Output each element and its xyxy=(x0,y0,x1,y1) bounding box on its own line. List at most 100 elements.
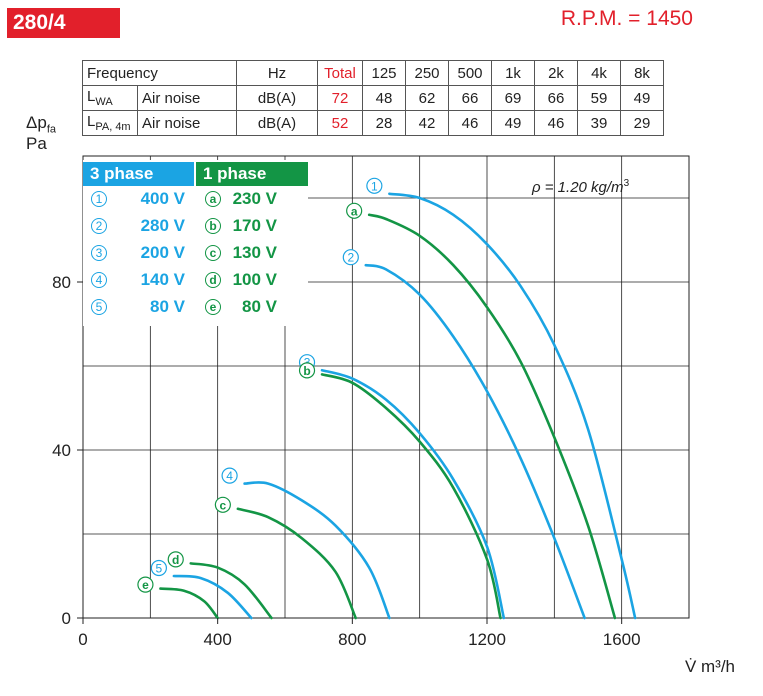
hdr-250: 250 xyxy=(405,60,449,86)
x-axis-label: V̇ m³/h xyxy=(685,657,735,676)
legend-1phase-label: 100 V xyxy=(232,270,277,289)
x-tick-label: 1200 xyxy=(468,630,506,649)
hdr-frequency: Frequency xyxy=(82,60,237,86)
curve-mark-4: 4 xyxy=(221,467,238,484)
legend-3phase-mark: 5 xyxy=(91,299,107,315)
legend-1phase-label: 170 V xyxy=(232,216,277,235)
mark-circle xyxy=(137,576,154,593)
curve-a xyxy=(367,213,617,620)
curve-mark-c: c xyxy=(214,496,231,513)
legend-box xyxy=(83,160,308,326)
mark-circle xyxy=(221,467,238,484)
hdr-total: Total xyxy=(317,60,363,86)
hdr-125: 125 xyxy=(362,60,406,86)
mark-circle xyxy=(346,202,363,219)
legend-1phase-mark: e xyxy=(205,299,221,315)
mark-circle xyxy=(214,496,231,513)
legend-3phase-label: 200 V xyxy=(140,243,185,262)
legend-1phase-label: 230 V xyxy=(232,189,277,208)
rpm-label: R.P.M. = 1450 xyxy=(560,7,693,30)
curve-marks: 1a23b4cd5e xyxy=(137,177,383,593)
lpa-2k: 46 xyxy=(534,110,578,136)
y-tick-label: 80 xyxy=(52,273,71,292)
legend-3phase-label: 400 V xyxy=(140,189,185,208)
y-tick-label: 0 xyxy=(62,609,71,628)
legend-3phase-label: 140 V xyxy=(140,270,185,289)
mark-label: d xyxy=(172,553,179,567)
mark-label: e xyxy=(142,578,149,592)
lpa-500: 46 xyxy=(448,110,492,136)
legend-1phase-mark: b xyxy=(205,218,221,234)
curve-3 xyxy=(320,368,506,620)
lwa-desc: Air noise xyxy=(137,85,237,111)
x-tick-label: 800 xyxy=(338,630,366,649)
mark-circle xyxy=(366,177,383,194)
density-note: ρ = 1.20 kg/m3 xyxy=(531,178,630,196)
hdr-4k: 4k xyxy=(577,60,621,86)
tick-labels: 0 400 800 1200 1600 0 40 80 xyxy=(52,273,641,649)
lwa-8k: 49 xyxy=(620,85,664,111)
mark-circle xyxy=(167,551,184,568)
legend-1phase-mark: a xyxy=(205,191,221,207)
curve-mark-d: d xyxy=(167,551,184,568)
lpa-250: 42 xyxy=(405,110,449,136)
noise-row-lpa: LPA, 4m Air noise dB(A) 52 28 42 46 49 4… xyxy=(82,110,664,136)
curve-mark-5: 5 xyxy=(150,559,167,577)
x-tick-label: 1600 xyxy=(603,630,641,649)
legend-1phase-mark: c xyxy=(205,245,221,261)
curve-c xyxy=(236,507,357,620)
hdr-500: 500 xyxy=(448,60,492,86)
lpa-8k: 29 xyxy=(620,110,664,136)
curve-5 xyxy=(172,574,253,620)
x-tick-label: 0 xyxy=(78,630,87,649)
curve-mark-a: a xyxy=(346,202,363,219)
legend-3phase-title: 3 phase xyxy=(83,162,194,186)
mark-label: 4 xyxy=(226,469,233,483)
hdr-2k: 2k xyxy=(534,60,578,86)
y-axis-unit: Pa xyxy=(26,134,47,153)
curve-layer xyxy=(159,192,637,620)
legend-3phase-mark: 4 xyxy=(91,272,107,288)
legend-1phase-label: 130 V xyxy=(232,243,277,262)
legend-3phase-mark: 1 xyxy=(91,191,107,207)
curve-4 xyxy=(243,481,391,620)
curve-d xyxy=(189,562,273,620)
mark-label: 5 xyxy=(156,562,163,576)
mark-circle xyxy=(298,362,316,379)
curve-mark-2: 2 xyxy=(342,249,359,266)
legend-3phase-mark: 3 xyxy=(91,245,107,261)
lpa-label: LPA, 4m xyxy=(82,110,138,136)
mark-label: 2 xyxy=(347,251,354,265)
noise-row-lwa: LWA Air noise dB(A) 72 48 62 66 69 66 59… xyxy=(82,85,664,111)
legend-3phase-label: 80 V xyxy=(150,297,185,316)
legend-3phase-label: 280 V xyxy=(140,216,185,235)
lpa-unit: dB(A) xyxy=(236,110,318,136)
legend-1phase-label: 80 V xyxy=(242,297,277,316)
legend-1phase-title: 1 phase xyxy=(196,162,308,186)
curve-mark-e: e xyxy=(137,576,154,593)
hdr-hz: Hz xyxy=(236,60,318,86)
plot-frame xyxy=(82,155,690,619)
lwa-4k: 59 xyxy=(577,85,621,111)
lwa-125: 48 xyxy=(362,85,406,111)
mark-label: a xyxy=(351,204,358,218)
y-tick-label: 40 xyxy=(52,441,71,460)
curve-2 xyxy=(364,263,586,620)
lpa-desc: Air noise xyxy=(137,110,237,136)
noise-table: Frequency Hz Total 125 250 500 1k 2k 4k … xyxy=(82,60,664,136)
curve-mark-1: 1 xyxy=(366,177,383,194)
curve-e xyxy=(159,587,219,620)
lpa-125: 28 xyxy=(362,110,406,136)
curve-1 xyxy=(388,192,637,620)
model-badge: 280/4 xyxy=(7,8,120,38)
y-axis-label: Δpfa xyxy=(26,113,56,136)
mark-label: 1 xyxy=(371,179,378,193)
mark-label: b xyxy=(303,364,310,378)
mark-circle xyxy=(150,559,167,577)
curve-mark-b: b xyxy=(298,362,316,379)
mark-circle xyxy=(342,249,359,266)
mark-label: c xyxy=(220,498,227,512)
lwa-2k: 66 xyxy=(534,85,578,111)
lwa-label: LWA xyxy=(82,85,138,111)
